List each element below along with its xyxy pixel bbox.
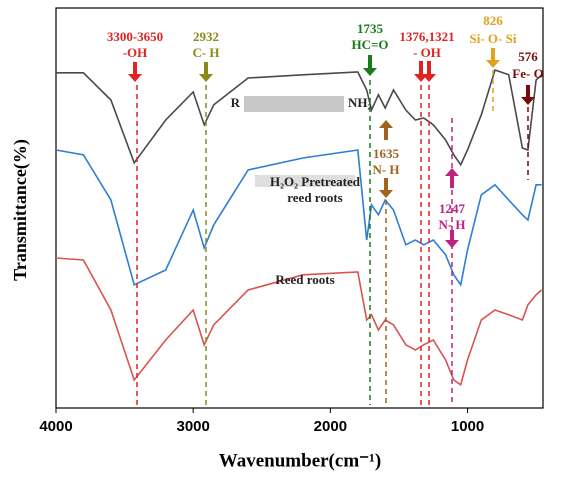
annotation-text: 1376,1321	[399, 29, 454, 44]
annotation-text: Fe- O	[512, 66, 543, 81]
annotation-text: 826	[483, 13, 503, 28]
series-label: NH₂	[348, 95, 372, 110]
plot-frame	[55, 7, 544, 409]
annotation-text: C- H	[192, 45, 219, 60]
annotation-arrowhead	[422, 74, 436, 82]
x-tick-label: 2000	[314, 418, 347, 435]
annotation-arrowhead	[486, 60, 500, 68]
annotation-text: Si- O- Si	[470, 31, 517, 46]
annotation-text: 1247	[439, 201, 466, 216]
annotation-arrowhead	[128, 74, 142, 82]
annotation-text: N- H	[438, 217, 465, 232]
x-tick-label: 4000	[39, 418, 72, 435]
annotation-text: - OH	[413, 45, 441, 60]
annotation-arrowhead	[379, 190, 393, 198]
annotation-text: 576	[518, 49, 538, 64]
series-label: reed roots	[287, 190, 342, 205]
annotation-arrowhead	[445, 240, 459, 248]
annotation-text: HC=O	[351, 37, 388, 52]
annotation-text: 3300-3650	[107, 29, 163, 44]
mask-box	[244, 96, 344, 112]
annotation-text: N- H	[372, 162, 399, 177]
x-axis-label: Wavenumber(cm⁻¹)	[219, 450, 381, 471]
annotation-arrowhead	[199, 74, 213, 82]
series-label: R	[231, 95, 241, 110]
spectrum-line	[55, 257, 543, 387]
annotation-text: -OH	[123, 45, 148, 60]
spectrum-line	[55, 149, 542, 287]
annotation-text: 1735	[357, 21, 384, 36]
x-tick-label: 1000	[451, 418, 484, 435]
spectrum-line	[56, 68, 543, 167]
annotation-arrowhead	[521, 97, 535, 105]
annotation-arrowhead	[445, 168, 459, 176]
annotation-arrowhead	[363, 68, 377, 76]
series-label: Reed roots	[275, 272, 334, 287]
x-tick-label: 3000	[176, 418, 209, 435]
annotation-arrowhead	[379, 120, 393, 128]
y-axis-label: Transmittance(%)	[10, 139, 31, 281]
series-label: H₂O₂ Pretreated	[270, 174, 361, 189]
annotation-text: 1635	[373, 146, 400, 161]
annotation-text: 2932	[193, 29, 219, 44]
mask-box	[255, 175, 355, 187]
